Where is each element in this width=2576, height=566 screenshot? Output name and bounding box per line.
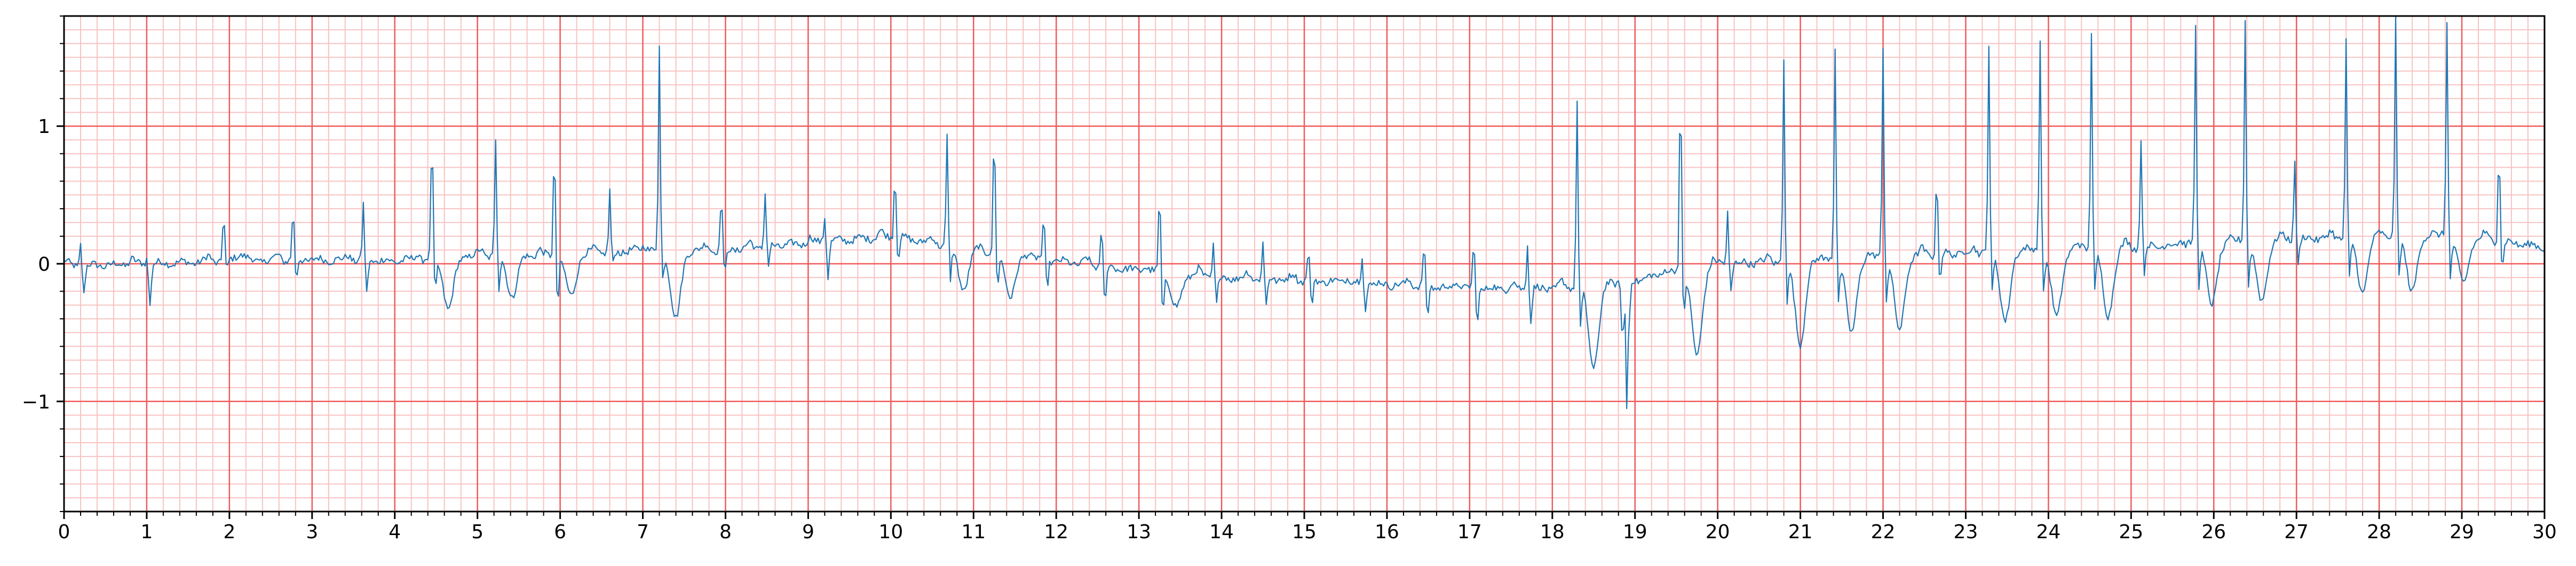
ecg-trace-layer xyxy=(64,15,2545,410)
x-tick-label: 19 xyxy=(1623,521,1647,543)
major-grid xyxy=(63,16,2546,512)
x-tick-label: 10 xyxy=(878,521,903,543)
x-tick-label: 1 xyxy=(140,521,153,543)
x-tick-label: 16 xyxy=(1375,521,1399,543)
x-tick-label: 30 xyxy=(2532,521,2557,543)
y-tick-label: 0 xyxy=(38,254,50,276)
x-tick-label: 13 xyxy=(1127,521,1151,543)
x-tick-label: 26 xyxy=(2201,521,2226,543)
x-tick-label: 24 xyxy=(2036,521,2060,543)
x-tick-label: 22 xyxy=(1871,521,1896,543)
x-tick-label: 21 xyxy=(1788,521,1813,543)
x-tick-label: 3 xyxy=(306,521,318,543)
y-axis: −1 0 1 xyxy=(22,15,64,512)
x-tick-label: 0 xyxy=(58,521,70,543)
x-tick-label: 6 xyxy=(554,521,566,543)
x-tick-label: 14 xyxy=(1209,521,1234,543)
x-tick-label: 20 xyxy=(1706,521,1730,543)
x-tick-label: 9 xyxy=(802,521,814,543)
x-tick-label: 25 xyxy=(2119,521,2143,543)
x-tick-label: 12 xyxy=(1044,521,1068,543)
x-tick-label: 18 xyxy=(1540,521,1565,543)
x-axis: 0 1 2 3 4 5 6 7 8 9 10 11 12 13 14 15 16 17 18 19 20 21 22 23 24… xyxy=(58,512,2557,543)
x-tick-label: 4 xyxy=(389,521,401,543)
x-tick-label: 8 xyxy=(719,521,732,543)
x-tick-label: 2 xyxy=(223,521,235,543)
x-tick-label: 29 xyxy=(2450,521,2474,543)
x-tick-label: 23 xyxy=(1954,521,1978,543)
x-tick-label: 27 xyxy=(2284,521,2309,543)
x-tick-label: 17 xyxy=(1457,521,1482,543)
ecg-trace-line xyxy=(64,15,2545,410)
x-tick-label: 7 xyxy=(637,521,649,543)
x-tick-label: 5 xyxy=(471,521,484,543)
x-tick-label: 15 xyxy=(1292,521,1317,543)
y-tick-label: −1 xyxy=(22,391,50,413)
y-tick-label: 1 xyxy=(38,116,50,138)
x-tick-label: 11 xyxy=(961,521,986,543)
x-tick-label: 28 xyxy=(2367,521,2391,543)
